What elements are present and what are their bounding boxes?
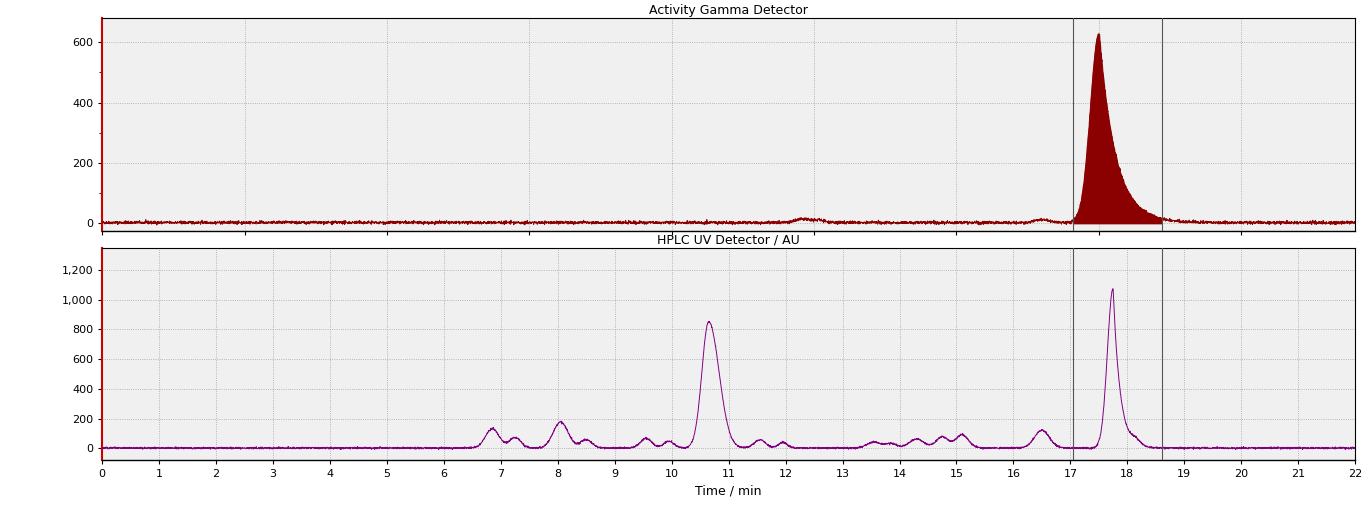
Title: HPLC UV Detector / AU: HPLC UV Detector / AU <box>658 233 799 246</box>
Title: Activity Gamma Detector: Activity Gamma Detector <box>650 4 808 17</box>
X-axis label: Time / min: Time / min <box>696 485 761 498</box>
